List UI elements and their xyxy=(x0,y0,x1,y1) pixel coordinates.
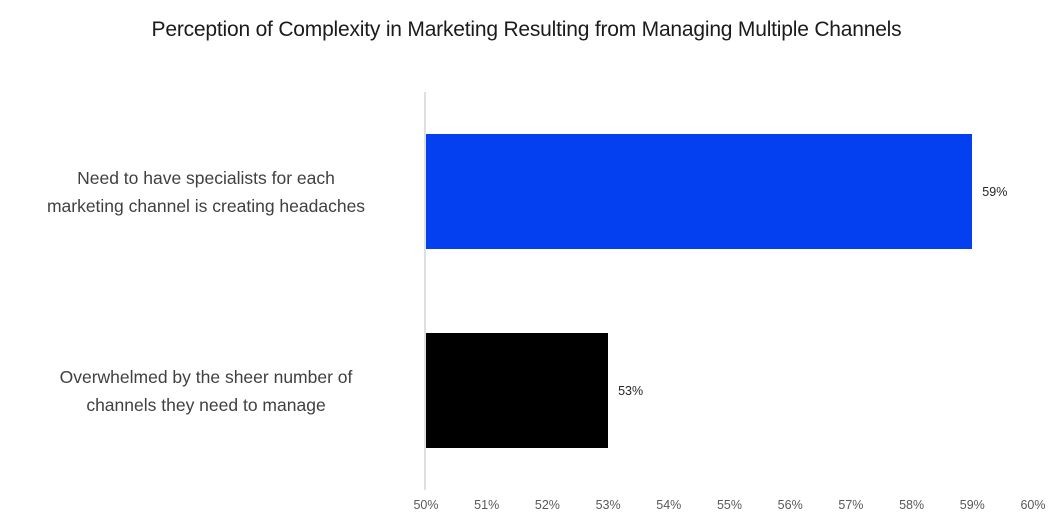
x-tick-label-7: 57% xyxy=(838,498,864,512)
x-tick-label-8: 58% xyxy=(899,498,925,512)
plot-area: 59% 53% xyxy=(426,92,1033,490)
bar-0 xyxy=(426,134,973,249)
x-tick-label-0: 50% xyxy=(413,498,439,512)
data-label-0: 59% xyxy=(982,184,1008,199)
category-label-text: Overwhelmed by the sheer number of chann… xyxy=(59,366,353,415)
data-label-1: 53% xyxy=(618,383,644,398)
bar-1 xyxy=(426,333,609,448)
x-tick-label-2: 52% xyxy=(534,498,560,512)
category-label-1: Overwhelmed by the sheer number of chann… xyxy=(0,291,412,490)
x-tick-label-1: 51% xyxy=(474,498,500,512)
x-tick-label-4: 54% xyxy=(656,498,682,512)
x-tick-label-6: 56% xyxy=(777,498,803,512)
category-label-text: Need to have specialists for each market… xyxy=(46,167,366,216)
x-tick-label-9: 59% xyxy=(959,498,985,512)
x-tick-label-3: 53% xyxy=(595,498,621,512)
bar-row: 53% xyxy=(426,291,1033,490)
bar-row: 59% xyxy=(426,92,1033,291)
x-tick-label-10: 60% xyxy=(1020,498,1046,512)
category-label-0: Need to have specialists for each market… xyxy=(0,92,412,291)
value-axis-baseline xyxy=(424,92,426,490)
x-tick-label-5: 55% xyxy=(716,498,743,512)
category-axis-labels: Need to have specialists for each market… xyxy=(0,92,412,490)
x-axis-tick-labels: 50% 51% 52% 53% 54% 55% 56% 57% 58% 59% 60% xyxy=(413,498,1045,516)
chart-title: Perception of Complexity in Marketing Re… xyxy=(151,18,902,41)
